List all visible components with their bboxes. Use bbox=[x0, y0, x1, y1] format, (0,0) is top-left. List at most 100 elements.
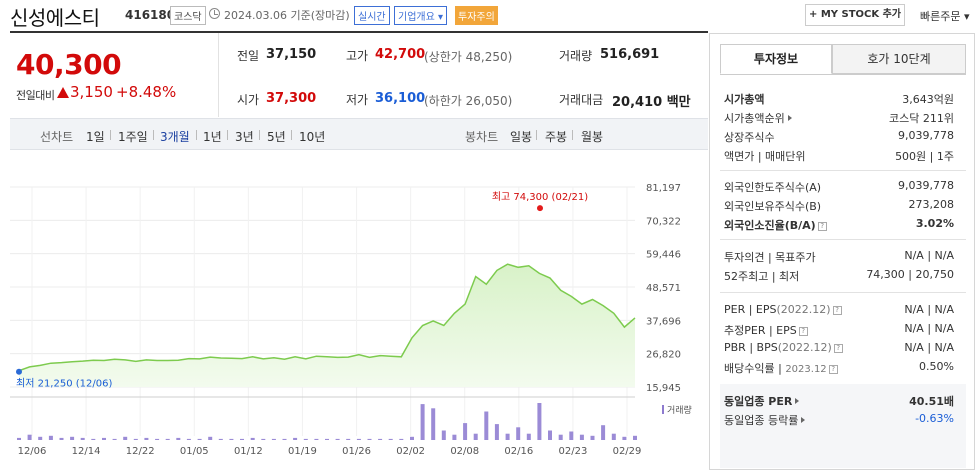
x-tick-label: 01/19 bbox=[288, 446, 317, 457]
tab-invest-info[interactable]: 투자정보 bbox=[720, 44, 832, 74]
x-tick-label: 01/26 bbox=[342, 446, 371, 457]
x-tick-label: 12/06 bbox=[18, 446, 47, 457]
period-10y[interactable]: 10년 bbox=[299, 130, 326, 144]
cap-rank-value: 코스닥 211위 bbox=[889, 112, 954, 125]
cap-rank-row: 시가총액순위 코스닥 211위 bbox=[724, 107, 954, 127]
period-3y[interactable]: 3년 bbox=[235, 130, 254, 144]
help-icon[interactable]: ? bbox=[817, 222, 827, 231]
volume-value: 516,691 bbox=[600, 47, 660, 62]
volume-bar bbox=[271, 438, 276, 440]
volume-bar bbox=[133, 438, 138, 440]
realtime-button[interactable]: 실시간 bbox=[354, 6, 390, 25]
per-row: PER | EPS(2022.12)? N/A | N/A bbox=[724, 300, 954, 320]
amount-label: 거래대금 bbox=[559, 93, 604, 107]
company-overview-button[interactable]: 기업개요 ▾ bbox=[394, 6, 447, 25]
quick-order-button[interactable]: 빠른주문 ▾ bbox=[920, 10, 970, 23]
per-label: PER | EPS(2022.12)? bbox=[724, 303, 842, 316]
candle-monthly[interactable]: 월봉 bbox=[581, 130, 604, 144]
up-triangle-icon bbox=[57, 87, 69, 98]
pbr-value: N/A | N/A bbox=[904, 341, 954, 354]
add-mystock-button[interactable]: + MY STOCK 추가 bbox=[805, 4, 905, 26]
volume-bar bbox=[325, 438, 329, 440]
volume-bar bbox=[484, 411, 489, 440]
volume-bar bbox=[633, 435, 637, 440]
sector-chg-row: 동일업종 등락률 -0.63% bbox=[724, 409, 954, 429]
volume-bar bbox=[441, 430, 446, 440]
volume-bar bbox=[611, 433, 616, 440]
volume-bar bbox=[505, 433, 510, 440]
base-date: 2024.03.06 기준(장마감) bbox=[224, 9, 350, 22]
amount-value: 20,410 백만 bbox=[612, 95, 691, 110]
volume-bar bbox=[80, 437, 85, 440]
arrow-right-icon bbox=[787, 115, 792, 121]
sector-per-row: 동일업종 PER 40.51배 bbox=[724, 390, 954, 410]
volume-bar bbox=[590, 435, 595, 440]
help-icon[interactable]: ? bbox=[828, 365, 838, 374]
caution-badge: 투자주의 bbox=[455, 6, 498, 25]
help-icon[interactable]: ? bbox=[798, 327, 808, 336]
volume-bar bbox=[59, 437, 64, 440]
sector-per-value: 40.51배 bbox=[909, 395, 954, 408]
foreign-hold-label: 외국인보유주식수(B) bbox=[724, 200, 822, 213]
help-icon[interactable]: ? bbox=[832, 306, 842, 315]
volume-bar bbox=[165, 438, 170, 440]
period-1y[interactable]: 1년 bbox=[203, 130, 222, 144]
current-price: 40,300 bbox=[16, 48, 122, 81]
opinion-value: N/A | N/A bbox=[904, 249, 954, 262]
y-tick-label: 70,322 bbox=[646, 216, 681, 227]
period-bar: 선차트 1일 1주일 3개월 1년 3년 5년 10년 봉차트 일봉 주봉 월봉 bbox=[10, 118, 708, 150]
arrow-right-icon bbox=[795, 398, 800, 404]
est-per-row: 추정PER | EPS? N/A | N/A bbox=[724, 319, 954, 339]
volume-bar bbox=[176, 437, 181, 440]
candle-weekly[interactable]: 주봉 bbox=[545, 130, 568, 144]
volume-bar bbox=[48, 435, 53, 440]
header-divider bbox=[10, 31, 708, 33]
invest-info-panel: 투자정보 호가 10단계 시가총액 3,643억원 시가총액순위 코스닥 211… bbox=[709, 33, 975, 470]
x-tick-label: 02/29 bbox=[613, 446, 642, 457]
period-1d[interactable]: 1일 bbox=[86, 130, 105, 144]
sector-chg-value: -0.63% bbox=[915, 412, 954, 425]
sector-box bbox=[720, 384, 966, 468]
cap-rank-label: 시가총액순위 bbox=[724, 110, 792, 126]
volume-bar bbox=[431, 408, 436, 440]
volume-bar bbox=[293, 437, 298, 440]
min-point-label: 최저 21,250 (12/06) bbox=[16, 378, 112, 390]
period-5y[interactable]: 5년 bbox=[267, 130, 286, 144]
tab-underline bbox=[720, 74, 966, 75]
panel-divider bbox=[720, 170, 966, 171]
foreign-limit-label: 외국인한도주식수(A) bbox=[724, 181, 822, 194]
price-chart[interactable]: 81,197 70,322 59,446 48,571 37,696 26,820 15,9… bbox=[10, 151, 708, 470]
volume-bar bbox=[303, 438, 308, 440]
volume-bar bbox=[526, 433, 531, 440]
volume-bar bbox=[548, 430, 552, 440]
period-3m[interactable]: 3개월 bbox=[160, 130, 190, 144]
help-icon[interactable]: ? bbox=[833, 344, 843, 353]
price-area bbox=[19, 264, 635, 387]
price-line bbox=[18, 263, 636, 372]
x-tick-label: 02/16 bbox=[504, 446, 533, 457]
x-tick-label: 02/08 bbox=[450, 446, 479, 457]
stock-code: 416180 bbox=[125, 8, 176, 22]
foreign-limit-row: 외국인한도주식수(A) 9,039,778 bbox=[724, 176, 954, 196]
high-value: 42,700 bbox=[375, 47, 426, 62]
open-value: 37,300 bbox=[266, 91, 317, 106]
volume-bar bbox=[388, 438, 393, 440]
volume-bar bbox=[601, 425, 606, 440]
min-point-marker bbox=[16, 368, 22, 375]
volume-bar bbox=[494, 424, 499, 440]
pbr-label: PBR | BPS(2022.12)? bbox=[724, 341, 843, 354]
period-separator bbox=[259, 130, 260, 140]
tab-order-book[interactable]: 호가 10단계 bbox=[832, 44, 966, 74]
volume-bar bbox=[463, 423, 468, 440]
market-cap-label: 시가총액 bbox=[724, 93, 765, 106]
volume-bar bbox=[537, 403, 542, 440]
div-row: 배당수익률 | 2023.12? 0.50% bbox=[724, 357, 954, 377]
foreign-ratio-value: 3.02% bbox=[915, 217, 954, 230]
volume-bar bbox=[112, 438, 117, 440]
candle-daily[interactable]: 일봉 bbox=[510, 130, 533, 144]
period-1w[interactable]: 1주일 bbox=[118, 130, 148, 144]
pbr-row: PBR | BPS(2022.12)? N/A | N/A bbox=[724, 338, 954, 358]
volume-bar bbox=[240, 438, 244, 440]
volume-label: 거래량 bbox=[559, 49, 593, 63]
par-label: 액면가 | 매매단위 bbox=[724, 150, 806, 163]
